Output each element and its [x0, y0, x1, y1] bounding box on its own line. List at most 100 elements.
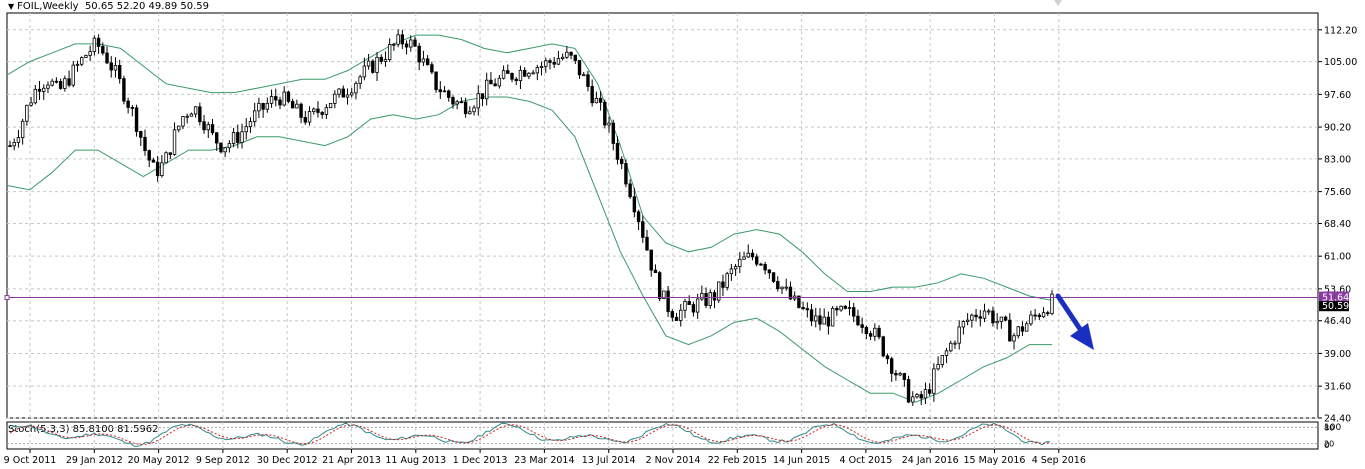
candle-body	[122, 78, 126, 102]
candle-body	[341, 88, 345, 98]
candle-body	[978, 316, 982, 319]
candle-body	[383, 59, 388, 62]
candle-body	[447, 90, 451, 98]
candle-body	[771, 272, 776, 282]
candle-body	[662, 290, 666, 300]
bid-tag-label: 50.59	[1322, 301, 1349, 312]
main-plot-frame	[6, 12, 1319, 419]
candle-body	[657, 272, 662, 300]
candle-body	[750, 252, 755, 258]
candle-body	[400, 34, 405, 45]
candle-body	[366, 60, 371, 67]
stochastic-label: Stoch(5,3,3) 85.8100 81.5962	[8, 424, 159, 435]
y-tick-label: 83.00	[1324, 154, 1351, 165]
candle-body	[1003, 316, 1008, 321]
candle-body	[919, 394, 923, 399]
candle-body	[101, 46, 105, 54]
candle-body	[780, 286, 784, 290]
candle-body	[518, 69, 523, 82]
candle-body	[434, 71, 438, 91]
stoch-axis-min: 0	[1324, 441, 1330, 451]
candle-body	[421, 58, 426, 63]
candle-body	[177, 125, 181, 131]
candle-body	[776, 281, 780, 290]
stoch-level-80: 80	[1324, 423, 1334, 432]
down-arrow-shaft	[1055, 293, 1085, 335]
candle-body	[404, 43, 409, 48]
candle-body	[227, 143, 232, 149]
candle-body	[1046, 312, 1050, 315]
x-tick-label: 9 Oct 2011	[4, 455, 57, 466]
candle-body	[742, 256, 746, 260]
candle-body	[649, 249, 653, 271]
candle-body	[430, 64, 434, 73]
x-tick-label: 14 Jun 2015	[773, 455, 830, 466]
candle-body	[425, 58, 430, 66]
candle-body	[33, 88, 38, 104]
candle-body	[312, 108, 316, 112]
candle-body	[712, 292, 717, 301]
candle-body	[16, 137, 21, 143]
stoch-plot-frame	[6, 421, 1319, 450]
candle-body	[801, 307, 805, 310]
candle-body	[818, 315, 822, 325]
candle-body	[949, 342, 953, 352]
y-tick-label: 90.20	[1324, 123, 1351, 134]
candle-body	[130, 107, 135, 109]
x-tick-label: 4 Oct 2015	[840, 455, 893, 466]
candle-body	[552, 61, 556, 65]
candle-body	[71, 64, 75, 86]
x-tick-label: 30 Dec 2012	[257, 455, 318, 466]
candle-body	[463, 101, 468, 115]
x-tick-label: 29 Jan 2012	[66, 455, 123, 466]
candle-body	[620, 158, 624, 164]
candle-body	[653, 269, 658, 274]
candle-body	[451, 97, 455, 105]
candle-body	[274, 96, 278, 101]
scroll-marker-icon[interactable]	[1054, 0, 1062, 6]
y-tick-label: 24.40	[1324, 414, 1351, 425]
candle-body	[666, 290, 670, 312]
candle-body	[970, 314, 974, 321]
candle-body	[906, 379, 911, 403]
price-line-handle[interactable]	[4, 295, 10, 301]
candle-body	[459, 101, 464, 104]
candle-body	[763, 263, 767, 271]
candle-body	[88, 51, 92, 56]
candle-body	[42, 87, 46, 92]
candle-body	[210, 124, 215, 134]
candle-body	[695, 298, 700, 313]
candle-body	[50, 80, 54, 86]
dropdown-triangle-icon[interactable]: ▼	[8, 2, 15, 11]
candle-body	[670, 311, 675, 318]
candle-body	[248, 121, 253, 128]
candle-body	[409, 39, 413, 48]
stoch-axis-max: 100	[1324, 423, 1341, 433]
candle-body	[784, 286, 788, 289]
candle-body	[92, 37, 97, 53]
candle-body	[223, 147, 227, 153]
candle-body	[1033, 314, 1037, 317]
candle-body	[632, 196, 637, 213]
candle-body	[974, 314, 978, 318]
candle-body	[8, 145, 12, 148]
candle-body	[417, 45, 421, 63]
ohlc-values: 50.65 52.20 49.89 50.59	[84, 1, 209, 12]
candle-body	[991, 310, 995, 324]
y-tick-label: 39.00	[1324, 349, 1351, 360]
candle-body	[328, 103, 333, 109]
candle-body	[889, 358, 894, 374]
candle-body	[37, 88, 42, 92]
candle-body	[565, 51, 569, 58]
candle-body	[316, 108, 320, 113]
chart-title: ▼ FOIL,Weekly 50.65 52.20 49.89 50.59	[8, 1, 209, 12]
candle-body	[219, 142, 223, 153]
candle-body	[982, 310, 987, 319]
candle-body	[117, 64, 122, 80]
candle-body	[999, 316, 1004, 322]
candle-body	[257, 102, 261, 112]
candle-body	[139, 131, 143, 138]
candle-body	[754, 256, 759, 265]
candle-body	[202, 121, 206, 131]
